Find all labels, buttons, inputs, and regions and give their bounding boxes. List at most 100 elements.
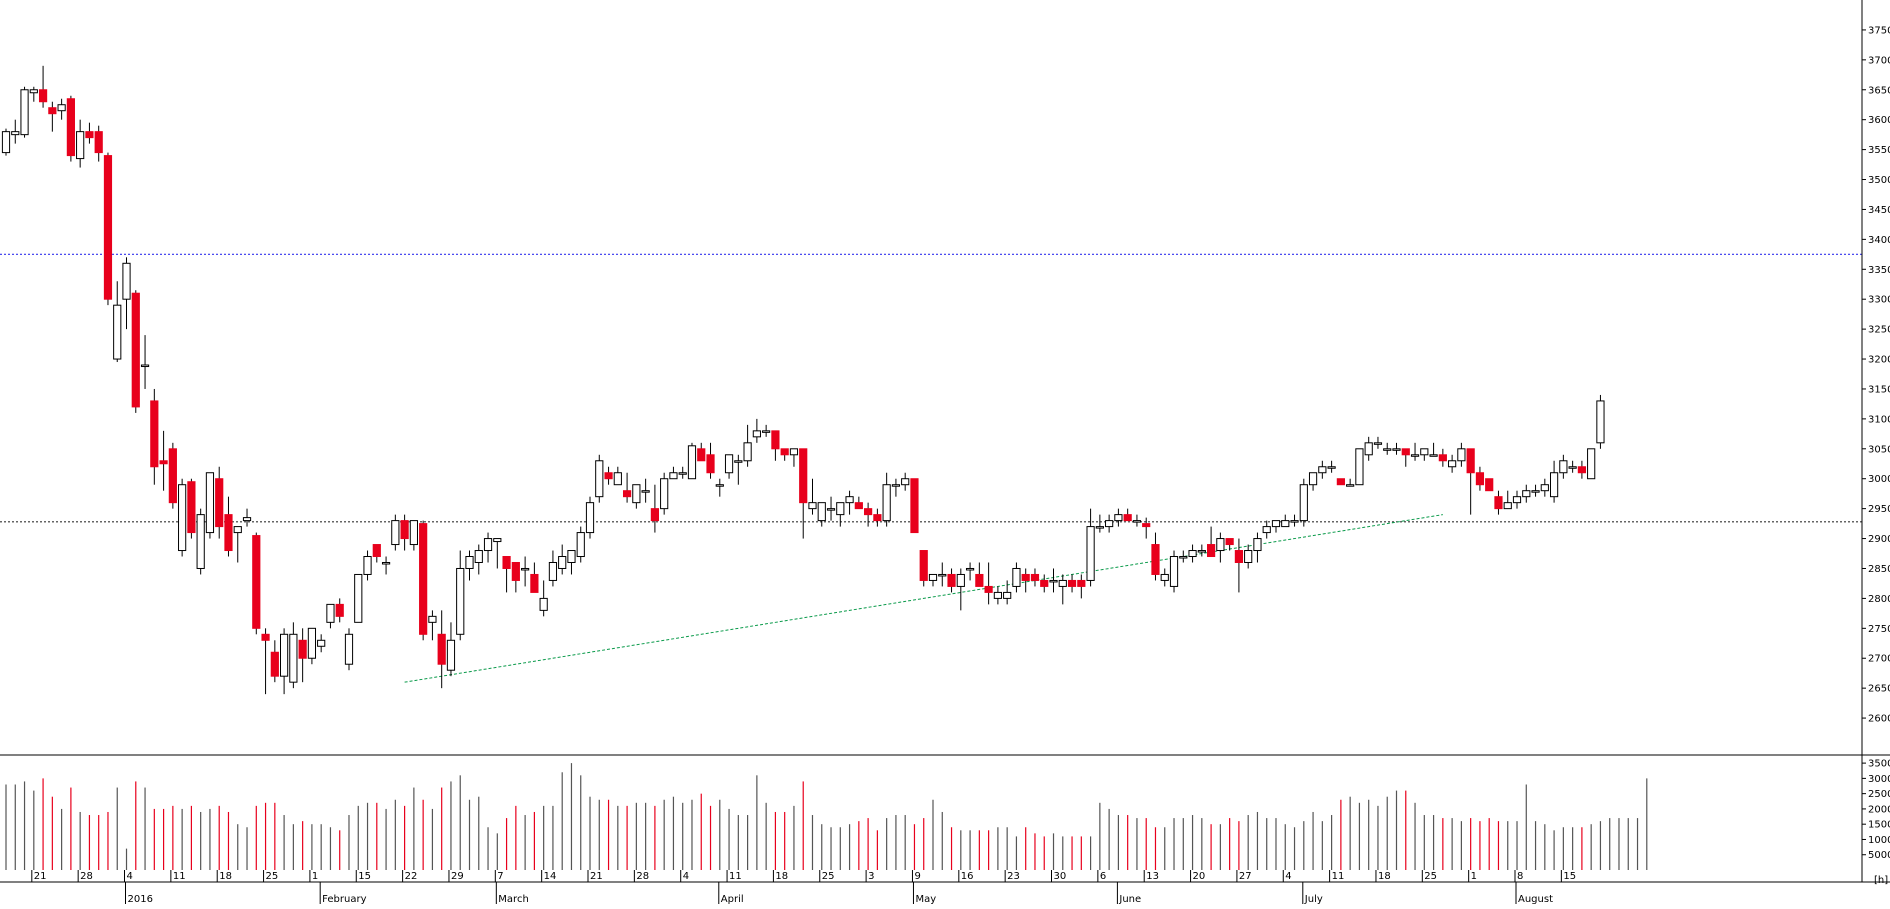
candle [493,538,502,569]
candle-body [1,131,11,154]
x-day-label: 21 [590,871,603,882]
candle-body [660,478,669,510]
candle-body [224,514,233,552]
candlestick-series [1,65,1605,695]
candle-body [187,481,196,534]
candle [1067,574,1077,593]
candle-body [1429,454,1438,457]
x-day-label: 23 [1007,871,1020,882]
candle [882,472,891,527]
candle [1420,448,1429,461]
candle-body [1179,556,1188,559]
candle [1364,436,1373,461]
candle-body [947,573,956,587]
candle [372,544,381,563]
candle-body [762,430,771,433]
candle-body [1540,484,1549,492]
candle [530,562,539,593]
candle [1049,568,1058,593]
candle-body [261,633,270,641]
y-tick-label: 2600 [1868,714,1890,725]
candle [1244,544,1253,569]
candle [1095,514,1104,533]
y-tick-label: 3650 [1868,85,1890,96]
candle-body [632,484,641,504]
candle-body [1105,520,1114,528]
candle [734,454,743,485]
candle [1383,442,1392,455]
candle [1559,454,1568,479]
candle-body [1040,579,1049,587]
y-tick-label: 3300 [1868,295,1890,306]
candle [289,622,298,689]
candle [891,478,901,497]
y-tick-label: 2800 [1868,594,1890,605]
candle-body [1410,454,1420,457]
candle-body [799,448,808,504]
candle-body [307,627,317,659]
x-day-label: 1 [1471,871,1477,882]
candle [1105,514,1114,533]
x-day-label: 18 [219,871,232,882]
candle [548,550,558,587]
candle [252,532,261,635]
candle [446,622,456,677]
candle-body [205,472,215,534]
candle [1549,460,1559,503]
candle [437,610,446,689]
x-day-label: 11 [1332,871,1345,882]
candle-body [1225,538,1234,546]
candle-body [585,502,595,534]
candle [474,544,483,575]
candle-body [1188,550,1197,558]
candle-body [1401,448,1410,456]
candle-body [270,651,279,677]
candle [1040,574,1049,593]
candle [1077,574,1086,599]
candle [400,514,409,551]
candle [1160,568,1169,587]
volume-y-tick-label: 15000 [1868,820,1890,831]
candle [539,580,548,617]
x-day-label: 30 [1054,871,1067,882]
volume-series [5,763,1648,870]
trend-line-0 [404,514,1443,683]
candle-body [548,561,558,581]
candle [808,478,817,515]
candle-body [1290,520,1299,523]
candle [1355,448,1364,486]
candle-body [511,561,520,581]
candle-body [446,639,456,671]
candle [1373,436,1383,449]
candle [1327,460,1336,473]
candle [381,556,391,575]
candle [131,290,140,413]
x-day-label: 4 [127,871,133,882]
candle [595,454,604,503]
candle [1058,574,1067,605]
candle-body [242,517,252,522]
candle-body [724,454,734,474]
candle-body [1169,556,1179,587]
candle-body [919,550,928,581]
candle [1401,448,1410,467]
candle [1429,442,1438,457]
candle-body [48,107,57,115]
period-label: [h] [1874,875,1888,886]
candle-body [1151,544,1160,575]
candle-body [901,478,910,486]
candle [845,490,854,515]
candle-body [131,292,140,408]
y-tick-label: 3400 [1868,235,1890,246]
candle [307,627,317,665]
candle [409,520,418,551]
y-tick-label: 3100 [1868,414,1890,425]
candle-body [1355,448,1364,486]
candle-body [317,639,326,647]
candle [419,520,428,641]
candle-body [215,478,224,528]
candle [1179,550,1188,563]
candle [1003,580,1012,605]
